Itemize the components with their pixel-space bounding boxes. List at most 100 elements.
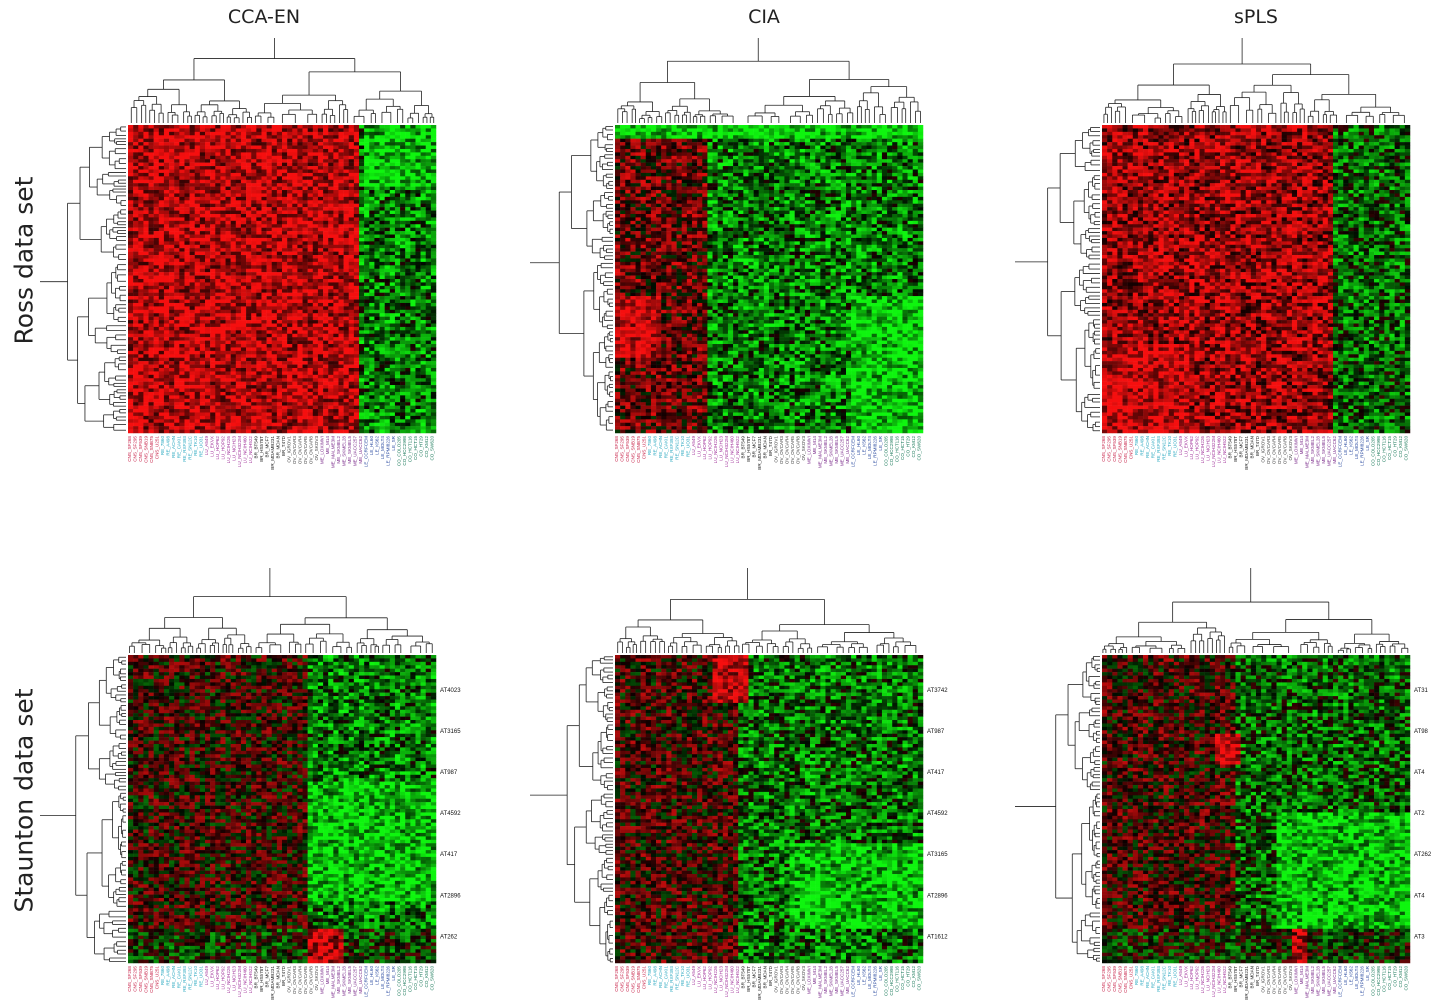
heatmap-cell [220,347,226,352]
heatmap-cell [179,258,185,263]
heatmap-cell [225,162,231,167]
heatmap-cell [292,200,298,204]
heatmap-cell [194,371,201,376]
heatmap-cell [415,357,421,362]
heatmap-cell [405,378,411,382]
heatmap-cell [384,220,391,225]
heatmap-cell [282,231,288,235]
heatmap-cell [405,131,411,136]
heatmap-cell [384,255,391,259]
heatmap-cell [174,145,180,150]
heatmap-cell [415,296,421,300]
heatmap-cell [394,138,401,143]
heatmap-cell [384,258,391,263]
heatmap-cell [194,292,201,297]
heatmap-cell [379,261,385,266]
heatmap-cell [307,398,314,403]
heatmap-cell [374,162,380,167]
heatmap-cell [240,131,247,136]
heatmap-cell [133,186,139,191]
heatmap-cell [174,309,180,314]
heatmap-cell [138,248,144,252]
heatmap-cell [379,135,385,139]
heatmap-cell [128,326,134,331]
heatmap-cell [369,258,375,263]
heatmap-cell [323,279,329,283]
heatmap-cell [374,275,380,280]
heatmap-cell [287,388,293,393]
heatmap-cell [215,244,221,249]
heatmap-cell [179,193,185,198]
heatmap-cell [297,316,303,321]
heatmap-cell [210,183,216,187]
heatmap-cell [384,398,391,403]
heatmap-cell [374,402,380,406]
heatmap-cell [246,131,252,136]
heatmap-cell [266,337,272,341]
heatmap-cell [158,391,165,396]
heatmap-cell [410,302,416,307]
heatmap-cell [425,172,432,177]
heatmap-cell [302,374,308,379]
heatmap-cell [359,296,365,300]
heatmap-cell [133,258,139,263]
heatmap-cell [328,190,334,194]
heatmap-cell [430,320,437,324]
heatmap-cell [271,364,278,369]
heatmap-cell [194,227,201,232]
heatmap-cell [153,193,160,198]
heatmap-cell [128,135,134,139]
heatmap-cell [333,374,339,379]
heatmap-cell [220,213,226,218]
heatmap-cell [343,248,349,252]
heatmap-cell [133,285,139,290]
heatmap-cell [240,313,247,317]
heatmap-cell [246,279,252,283]
heatmap-cell [153,391,160,396]
heatmap-cell [271,152,278,157]
heatmap-cell [169,361,175,365]
heatmap-cell [230,125,237,129]
heatmap-cell [271,347,278,352]
heatmap-cell [261,251,267,256]
heatmap-cell [307,138,314,143]
heatmap-cell [194,378,201,382]
heatmap-cell [143,227,149,232]
heatmap-cell [338,159,344,163]
heatmap-cell [261,371,267,376]
heatmap-cell [425,367,432,372]
heatmap-cell [287,371,293,376]
heatmap-cell [348,340,355,345]
heatmap-cell [307,306,314,311]
heatmap-cell [174,258,180,263]
heatmap-cell [312,248,319,252]
heatmap-cell [240,350,247,355]
heatmap-cell [287,350,293,355]
heatmap-cell [230,299,237,304]
heatmap-cell [353,354,360,358]
heatmap-cell [205,244,211,249]
heatmap-cell [384,217,391,222]
heatmap-cell [389,320,396,324]
heatmap-cell [128,220,134,225]
heatmap-cell [415,224,421,228]
heatmap-cell [282,350,288,355]
heatmap-cell [133,207,139,211]
heatmap-cell [287,340,293,345]
heatmap-cell [379,207,385,211]
heatmap-cell [359,169,365,174]
heatmap-cell [179,350,185,355]
heatmap-cell [420,265,426,269]
heatmap-cell [328,131,334,136]
heatmap-cell [369,159,375,163]
heatmap-cell [343,337,349,341]
heatmap-cell [271,258,278,263]
heatmap-cell [194,344,201,348]
heatmap-cell [143,409,149,413]
heatmap-cell [261,183,267,187]
heatmap-cell [379,213,385,218]
heatmap-cell [230,196,237,201]
heatmap-cell [415,272,421,276]
heatmap-cell [246,282,252,287]
heatmap-cell [128,128,134,133]
